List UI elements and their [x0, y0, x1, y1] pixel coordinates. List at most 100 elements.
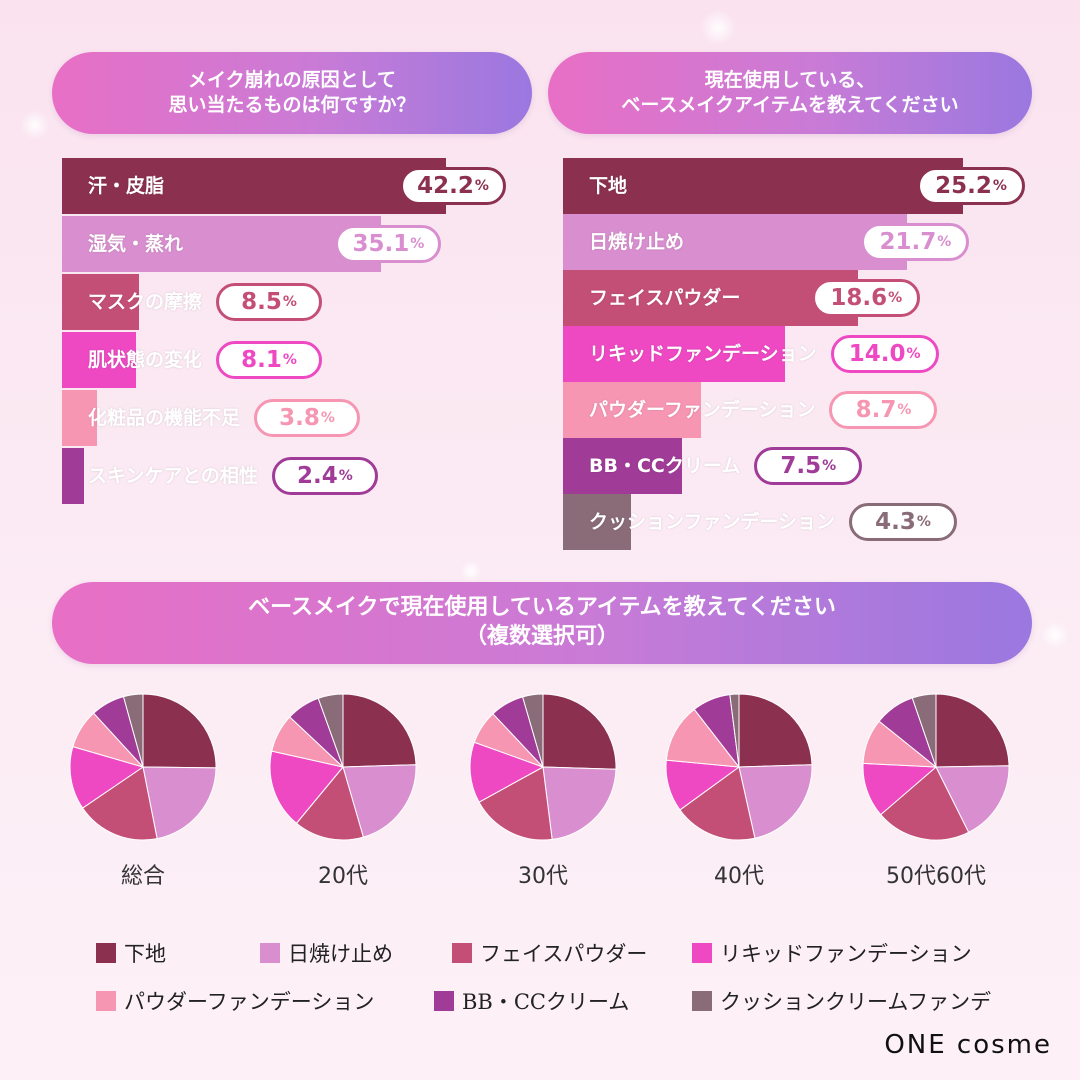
value-number: 3.8	[279, 405, 320, 431]
bar	[62, 274, 140, 330]
pie-slice	[879, 766, 970, 841]
pie-slice	[469, 741, 545, 803]
pie-header-line1: ベースメイクで現在使用しているアイテムを教えてください	[248, 595, 836, 621]
bar-label: フェイスパウダー	[589, 287, 741, 309]
value-unit: %	[822, 458, 837, 474]
value-label: 8.5%	[216, 283, 323, 321]
pie-chart	[469, 693, 617, 841]
pie-caption: 30代	[518, 864, 568, 889]
bar-label: 日焼け止め	[589, 231, 685, 253]
pie-slice	[911, 693, 937, 768]
legend-swatch	[452, 943, 472, 963]
value-unit: %	[320, 410, 335, 426]
sparkle	[1040, 620, 1070, 650]
value-label: 8.7%	[829, 391, 938, 429]
value-label: 21.7%	[861, 223, 970, 261]
pie-slice	[342, 764, 417, 838]
value-number: 7.5	[780, 453, 822, 479]
value-label: 25.2%	[917, 167, 1025, 205]
value-unit: %	[916, 514, 931, 530]
left-question-header: メイク崩れの原因として 思い当たるものは何ですか？	[52, 52, 532, 134]
right-header-line1: 現在使用している、	[704, 69, 876, 92]
bar	[563, 494, 632, 550]
left-bar-chart: 汗・皮脂 42.2% 湿気・蒸れ 35.1% マスクの摩擦 8.5% 肌状態の変化 8.1% 化…	[62, 158, 532, 528]
pie-slice	[269, 750, 344, 824]
value-number: 14.0	[848, 341, 906, 367]
pie-section-header: ベースメイクで現在使用しているアイテムを教えてください （複数選択可）	[52, 582, 1032, 664]
bar-row: BB・CCクリーム 7.5%	[563, 438, 1043, 494]
legend-item: リキッドファンデーション	[692, 938, 972, 968]
value-unit: %	[992, 178, 1007, 194]
left-header-line1: メイク崩れの原因として	[187, 69, 397, 92]
pie-slice	[542, 693, 617, 770]
pie-slice	[935, 765, 1010, 833]
pie-slice	[542, 766, 617, 840]
sparkle	[20, 110, 50, 140]
bar	[563, 326, 786, 382]
legend-item: クッションクリームファンデ	[692, 986, 991, 1016]
value-unit: %	[338, 468, 353, 484]
pie-chart	[69, 693, 217, 841]
bar-label: スキンケアとの相性	[88, 465, 258, 487]
pie-slice	[81, 766, 158, 841]
pie-slice	[679, 766, 756, 841]
pie-slice	[738, 764, 813, 839]
value-unit: %	[282, 352, 297, 368]
right-question-header: 現在使用している、 ベースメイクアイテムを教えてください	[548, 52, 1032, 134]
legend-item: BB・CCクリーム	[434, 986, 629, 1016]
pie-slice	[522, 693, 544, 768]
legend-item: パウダーファンデーション	[96, 986, 374, 1016]
bar-label: マスクの摩擦	[88, 291, 203, 313]
legend-item: フェイスパウダー	[452, 938, 647, 968]
value-label: 3.8%	[254, 399, 361, 437]
value-number: 21.7	[879, 229, 937, 255]
pie-caption: 総合	[120, 864, 165, 889]
value-number: 8.5	[241, 289, 282, 315]
legend-label: クッションクリームファンデ	[720, 990, 992, 1014]
bar-row: フェイスパウダー 18.6%	[563, 270, 1043, 326]
pie-chart	[269, 693, 417, 841]
legend-label: 下地	[124, 942, 166, 966]
bar-label: BB・CCクリーム	[589, 455, 741, 477]
pie-caption: 20代	[318, 864, 368, 889]
bar-row: 湿気・蒸れ 35.1%	[62, 216, 532, 272]
right-header-line2: ベースメイクアイテムを教えてください	[621, 94, 959, 116]
legend-swatch	[96, 991, 116, 1011]
legend-label: フェイスパウダー	[480, 942, 648, 966]
legend-swatch	[692, 991, 712, 1011]
bar-label: クッションファンデーション	[589, 511, 836, 533]
value-number: 8.7	[855, 397, 897, 423]
bar-row: 日焼け止め 21.7%	[563, 214, 1043, 270]
pie-chart	[665, 693, 813, 841]
bar-row: パウダーファンデーション 8.7%	[563, 382, 1043, 438]
pie-slice	[342, 693, 417, 768]
value-label: 18.6%	[812, 279, 921, 317]
sparkle	[700, 10, 736, 46]
value-number: 18.6	[830, 285, 888, 311]
pie-slice	[295, 765, 364, 841]
bar-row: 下地 25.2%	[563, 158, 1043, 214]
right-bar-chart: 下地 25.2% 日焼け止め 21.7% フェイスパウダー 18.6% リキッドファンデーシ…	[563, 158, 1043, 558]
value-number: 4.3	[875, 509, 916, 535]
left-header-line2: 思い当たるものは何ですか？	[168, 94, 416, 116]
value-unit: %	[282, 294, 297, 310]
value-label: 4.3%	[849, 503, 958, 541]
legend-label: 日焼け止め	[288, 942, 393, 966]
pie-caption: 50代60代	[886, 864, 986, 889]
pie-slice	[317, 693, 344, 768]
bar	[563, 382, 702, 438]
sparkle	[460, 560, 482, 582]
pie-slice	[729, 693, 740, 768]
bar	[62, 216, 382, 272]
legend-swatch	[260, 943, 280, 963]
value-label: 7.5%	[754, 447, 863, 485]
value-unit: %	[906, 346, 921, 362]
legend-item: 下地	[96, 938, 166, 968]
legend-swatch	[434, 991, 454, 1011]
bar-row: 化粧品の機能不足 3.8%	[62, 390, 532, 446]
value-unit: %	[474, 178, 489, 194]
bar	[62, 390, 97, 446]
bar-label: リキッドファンデーション	[589, 343, 817, 365]
brand-logo: ONE cosme	[884, 1030, 1052, 1060]
value-unit: %	[897, 402, 912, 418]
